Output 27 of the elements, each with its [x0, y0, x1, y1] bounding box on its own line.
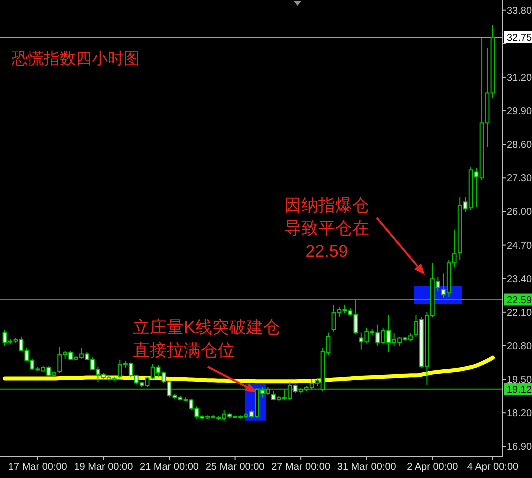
x-tick-label: 17 Mar 00:00 — [8, 462, 68, 473]
ref-line-label: 22.59 — [507, 295, 532, 306]
annotation: 因纳指爆仓导致平仓在22.59 — [284, 196, 370, 261]
y-tick-label: 29.90 — [507, 106, 532, 118]
x-tick-label: 27 Mar 00:00 — [272, 462, 331, 473]
x-tick-label: 25 Mar 00:00 — [206, 462, 266, 473]
x-tick-label: 31 Mar 00:00 — [337, 462, 397, 473]
y-tick-label: 16.90 — [507, 442, 532, 454]
y-tick-label: 24.70 — [507, 240, 532, 252]
y-tick-label: 26.00 — [507, 207, 532, 218]
x-tick-label: 2 Apr 00:00 — [407, 462, 459, 473]
y-tick-label: 23.40 — [507, 274, 532, 286]
annotation: 立庄量K线突破建仓直接拉满仓位 — [133, 318, 280, 360]
y-tick-label: 20.80 — [507, 341, 532, 352]
ref-line-label: 19.12 — [507, 384, 532, 396]
y-tick-label: 19.50 — [507, 375, 532, 386]
y-tick-label: 31.20 — [507, 72, 532, 84]
y-tick-label: 28.60 — [507, 140, 532, 152]
text: 恐慌指数四小时图 — [11, 50, 140, 68]
x-tick-label: 19 Mar 00:00 — [74, 462, 134, 473]
y-tick-label: 18.20 — [507, 408, 532, 420]
x-tick-label: 21 Mar 00:00 — [140, 462, 200, 473]
x-tick-label: 4 Apr 00:00 — [467, 462, 520, 473]
y-tick-label: 33.80 — [507, 6, 532, 17]
ref-line-label: 32.75 — [507, 32, 532, 44]
y-tick-label: 22.10 — [507, 308, 532, 319]
y-tick-label: 27.30 — [507, 174, 532, 185]
